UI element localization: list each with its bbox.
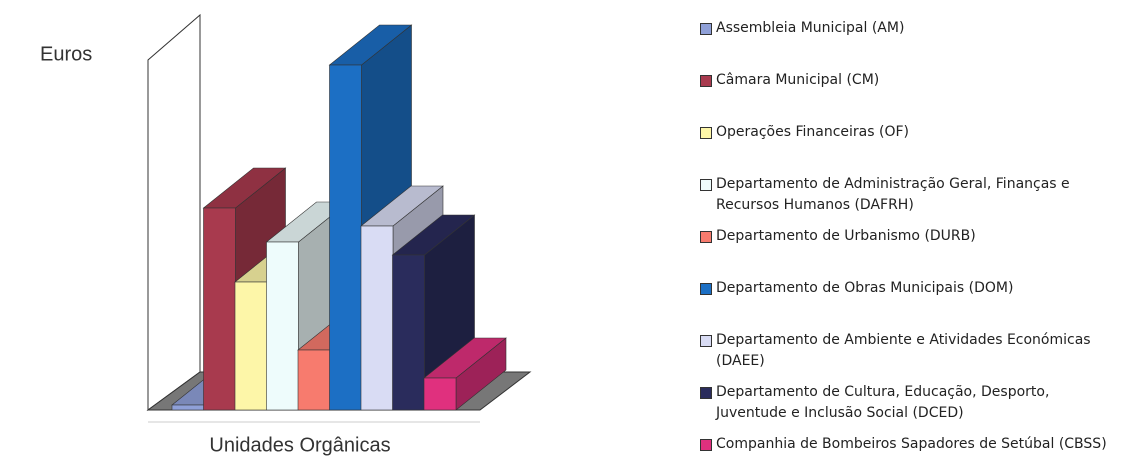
legend-item: Departamento de Urbanismo (DURB): [700, 226, 1110, 278]
back-wall: [147, 13, 201, 411]
legend-swatch: [700, 283, 712, 295]
chart: Euros Unidades Orgânicas: [40, 13, 532, 456]
legend-label: Departamento de Urbanismo (DURB): [716, 228, 976, 244]
legend-swatch: [700, 335, 712, 347]
legend: Assembleia Municipal (AM) Câmara Municipa…: [700, 18, 1110, 466]
legend-swatch: [700, 439, 712, 451]
x-axis-label: Unidades Orgânicas: [209, 434, 390, 456]
legend-label: Departamento de Obras Municipais (DOM): [716, 280, 1014, 296]
bar: [234, 281, 268, 411]
legend-item: Câmara Municipal (CM): [700, 70, 1110, 122]
legend-swatch: [700, 23, 712, 35]
legend-swatch: [700, 387, 712, 399]
bar: [297, 349, 331, 411]
legend-item: Assembleia Municipal (AM): [700, 18, 1110, 70]
legend-label: Departamento de Administração Geral, Fin…: [716, 176, 1070, 213]
y-axis-label: Euros: [40, 43, 92, 65]
bar: [266, 241, 299, 411]
legend-item: Companhia de Bombeiros Sapadores de Setú…: [700, 434, 1110, 466]
legend-label: Operações Financeiras (OF): [716, 124, 909, 140]
bar: [203, 207, 236, 411]
legend-item: Departamento de Administração Geral, Fin…: [700, 174, 1110, 226]
bar: [423, 377, 457, 411]
legend-swatch: [700, 127, 712, 139]
legend-label: Departamento de Cultura, Educação, Despo…: [716, 384, 1050, 421]
legend-item: Operações Financeiras (OF): [700, 122, 1110, 174]
legend-item: Departamento de Ambiente e Atividades Ec…: [700, 330, 1110, 382]
legend-swatch: [700, 231, 712, 243]
legend-label: Companhia de Bombeiros Sapadores de Setú…: [716, 436, 1107, 452]
legend-item: Departamento de Cultura, Educação, Despo…: [700, 382, 1110, 434]
bar: [329, 64, 362, 411]
legend-label: Câmara Municipal (CM): [716, 72, 880, 88]
legend-swatch: [700, 75, 712, 87]
legend-label: Departamento de Ambiente e Atividades Ec…: [716, 332, 1091, 369]
legend-item: Departamento de Obras Municipais (DOM): [700, 278, 1110, 330]
bar: [171, 404, 205, 411]
legend-swatch: [700, 179, 712, 191]
bar: [392, 254, 425, 411]
legend-label: Assembleia Municipal (AM): [716, 20, 905, 36]
bar: [360, 225, 394, 411]
